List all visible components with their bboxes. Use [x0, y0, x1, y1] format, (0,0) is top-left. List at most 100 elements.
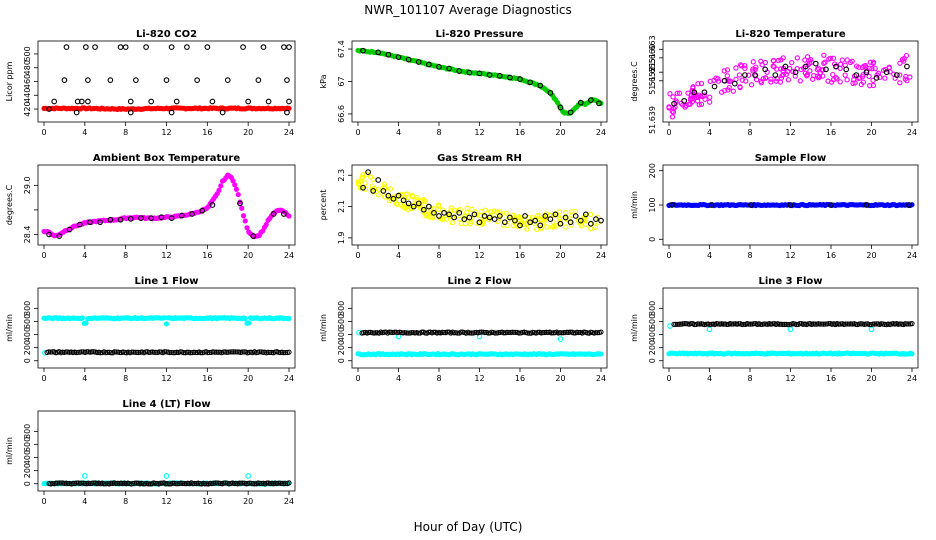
data-point — [870, 77, 876, 84]
data-point — [527, 79, 533, 86]
data-point — [132, 349, 138, 355]
data-point — [436, 64, 442, 70]
x-tick-label: 8 — [123, 374, 128, 383]
data-point — [725, 87, 731, 93]
data-point — [46, 106, 52, 112]
x-tick-label: 0 — [666, 251, 671, 260]
y-axis-label: percent — [319, 190, 328, 221]
data-point — [46, 231, 52, 238]
series-black — [671, 320, 915, 328]
data-point — [582, 211, 589, 218]
data-point — [257, 349, 263, 355]
data-point — [245, 98, 252, 105]
data-point — [834, 76, 840, 82]
chart-title: Li-820 Pressure — [435, 29, 523, 40]
data-point — [284, 109, 290, 116]
data-point — [671, 321, 677, 327]
data-point — [556, 209, 563, 215]
data-point — [715, 78, 722, 84]
figure-xlabel: Hour of Day (UTC) — [414, 520, 523, 534]
data-point — [395, 192, 402, 199]
data-point — [385, 51, 392, 58]
data-point — [685, 90, 691, 96]
x-tick-label: 8 — [747, 251, 752, 260]
data-point — [281, 350, 287, 356]
data-point — [506, 329, 512, 336]
series-cyan — [666, 350, 915, 357]
data-point — [400, 197, 407, 204]
data-point — [65, 480, 71, 487]
data-point — [257, 480, 263, 487]
data-point — [863, 202, 870, 208]
data-point — [903, 52, 910, 59]
y-axis-label: degrees.C — [630, 61, 639, 102]
y-axis-label: ml/min — [319, 314, 328, 342]
data-point — [557, 104, 564, 111]
data-point — [355, 181, 362, 187]
chart-title: Li-820 Temperature — [735, 29, 845, 40]
data-point — [231, 349, 237, 355]
y-tick-label: 400 — [23, 450, 32, 465]
y-tick-label: 67.4 — [337, 40, 346, 58]
data-point — [676, 90, 683, 96]
data-point — [491, 216, 498, 222]
x-tick-label: 16 — [202, 374, 212, 383]
data-point — [522, 213, 528, 219]
x-tick-label: 4 — [396, 251, 401, 260]
data-point — [572, 213, 579, 219]
data-point — [151, 349, 157, 355]
x-tick-label: 0 — [355, 128, 360, 137]
data-point — [446, 65, 452, 72]
data-point — [507, 74, 513, 81]
data-point — [240, 44, 246, 50]
data-point — [214, 480, 220, 486]
data-point — [560, 330, 567, 336]
x-tick-label: 12 — [785, 128, 795, 137]
x-tick-label: 20 — [555, 251, 565, 260]
data-point — [85, 98, 91, 105]
data-point — [542, 213, 549, 219]
data-point — [517, 214, 524, 221]
data-point — [748, 82, 755, 88]
data-point — [471, 211, 478, 218]
series-yellow — [355, 171, 601, 233]
chart-panel: Line 4 (LT) Flow ml/min 0 4 8 12 16 20 24 0 200400… — [5, 399, 296, 506]
series-cyan — [355, 351, 604, 358]
series-cyan — [81, 473, 252, 479]
data-point — [367, 174, 374, 180]
data-point — [802, 70, 809, 76]
data-point — [793, 321, 800, 328]
data-point — [833, 63, 839, 70]
data-point — [737, 62, 744, 68]
data-point — [535, 329, 541, 335]
data-point — [748, 202, 754, 208]
data-point — [79, 315, 86, 321]
y-tick-label: 400 — [337, 327, 346, 342]
x-tick-label: 4 — [82, 374, 87, 383]
x-tick-label: 12 — [161, 128, 171, 137]
data-point — [478, 329, 485, 335]
data-point — [904, 63, 910, 70]
data-point — [250, 233, 257, 239]
data-point — [701, 89, 708, 96]
data-point — [143, 44, 149, 50]
data-point — [158, 214, 165, 221]
data-point — [108, 350, 114, 356]
data-point — [83, 44, 89, 50]
y-axis-label: Licor ppm — [5, 61, 14, 101]
data-point — [263, 221, 269, 228]
data-point — [227, 349, 233, 355]
data-point — [822, 59, 828, 65]
data-point — [667, 91, 673, 97]
data-point — [598, 329, 604, 335]
data-point — [240, 480, 246, 486]
x-tick-label: 8 — [123, 497, 128, 506]
data-point — [439, 207, 446, 213]
data-point — [804, 73, 810, 79]
data-point — [690, 84, 696, 90]
data-point — [286, 480, 292, 486]
x-tick-label: 12 — [474, 128, 484, 137]
data-point — [239, 349, 245, 355]
y-tick-label: 600 — [23, 437, 32, 452]
data-point — [387, 186, 394, 192]
